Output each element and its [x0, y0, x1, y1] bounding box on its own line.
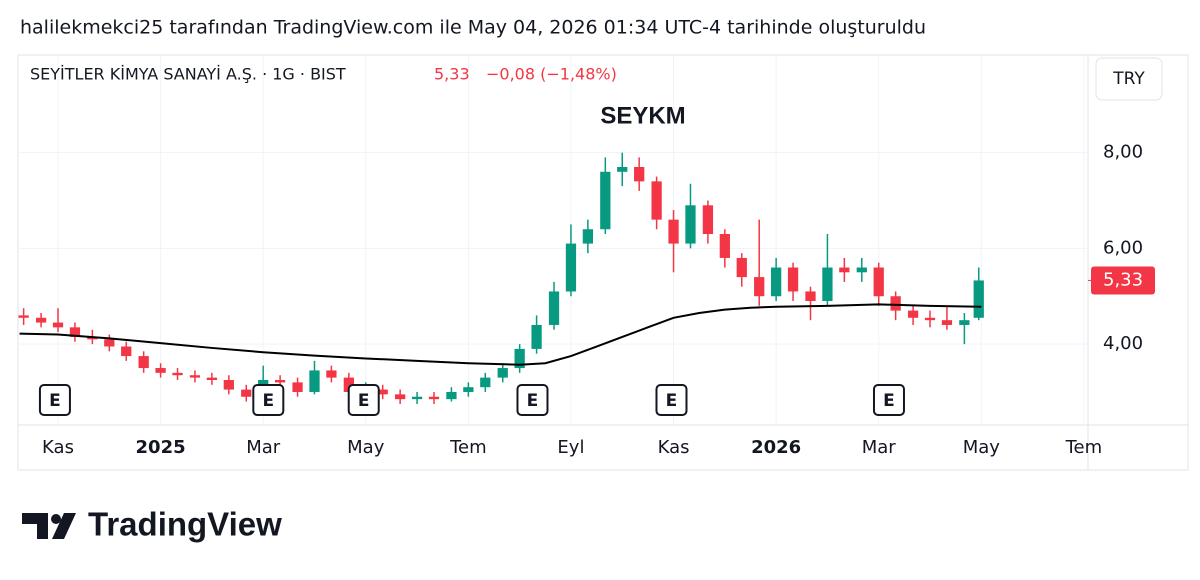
- event-marker: [38, 384, 71, 416]
- symbol: SEYİTLER KİMYA SANAYİ A.Ş. · 1G · BIST: [30, 65, 346, 84]
- price-badge: [1091, 266, 1155, 295]
- event-marker: [252, 384, 285, 416]
- candle-body: [771, 267, 782, 297]
- candle-body: [241, 389, 252, 397]
- candle-body: [121, 346, 132, 357]
- candle-body: [497, 368, 508, 378]
- x-tick-label: May: [963, 437, 1001, 458]
- change: −0,08 (−1,48%): [486, 65, 617, 84]
- candle-body: [856, 267, 867, 273]
- candle-body: [754, 277, 765, 297]
- candle-body: [582, 229, 594, 244]
- x-tick-label: 2025: [136, 437, 186, 458]
- candle-body: [223, 380, 234, 390]
- candle-body: [634, 167, 645, 182]
- candle-body: [189, 375, 201, 378]
- candle-body: [736, 257, 747, 278]
- y-tick-label: 8,00: [1103, 142, 1143, 163]
- candle-body: [702, 205, 714, 235]
- x-tick-label: May: [347, 437, 385, 458]
- candle-body: [719, 234, 730, 258]
- candle-body: [69, 327, 81, 337]
- event-label: E: [263, 391, 275, 411]
- candle-body: [924, 317, 936, 321]
- candle-body: [668, 219, 679, 244]
- candle-body: [428, 396, 440, 400]
- candle-body: [274, 380, 286, 383]
- event-label: E: [49, 391, 61, 411]
- event-marker: [655, 384, 688, 416]
- candle-body: [395, 394, 406, 400]
- candle-body: [138, 356, 149, 369]
- candle-body: [822, 267, 833, 302]
- candle-body: [104, 339, 115, 347]
- logo: [22, 513, 76, 539]
- candle-body: [805, 291, 816, 302]
- frame: [17, 54, 1189, 471]
- candle-body: [343, 377, 354, 392]
- event-label: E: [883, 391, 895, 411]
- candle-body: [531, 324, 542, 349]
- candle-body: [52, 322, 64, 328]
- x-tick-label: Kas: [658, 437, 690, 458]
- candle-body: [873, 267, 884, 297]
- event-label: E: [527, 391, 539, 411]
- candle-body: [514, 348, 525, 369]
- candle-body: [446, 391, 457, 400]
- y-tick-label: 4,00: [1103, 333, 1143, 354]
- candle-body: [959, 320, 970, 325]
- candle-body: [651, 181, 662, 220]
- candle-body: [685, 205, 696, 244]
- candle-body: [155, 368, 166, 373]
- event-label: E: [358, 391, 370, 411]
- candle-body: [18, 315, 29, 318]
- candle-body: [292, 382, 303, 392]
- moving-average: [19, 303, 982, 366]
- currency-button[interactable]: [1095, 57, 1163, 101]
- candle-body: [463, 387, 474, 392]
- brand: TradingView: [88, 506, 282, 543]
- candle-body: [839, 267, 850, 273]
- chart-title: SEYKM: [600, 102, 685, 129]
- price-badge-label: 5,33: [1103, 269, 1143, 290]
- x-tick-label: Mar: [862, 437, 897, 458]
- candle-body: [172, 372, 183, 376]
- x-tick-label: Mar: [246, 437, 281, 458]
- candle-body: [565, 243, 577, 292]
- event-label: E: [666, 391, 678, 411]
- candle-body: [35, 317, 47, 323]
- candle-body: [309, 370, 320, 392]
- event-marker: [516, 384, 549, 416]
- candle-body: [787, 267, 799, 292]
- x-tick-label: Eyl: [557, 437, 584, 458]
- candle-body: [206, 377, 218, 381]
- y-tick-label: 6,00: [1103, 237, 1143, 258]
- candle-body: [480, 377, 491, 388]
- x-tick-label: Tem: [1065, 437, 1103, 458]
- x-tick-label: Tem: [449, 437, 487, 458]
- event-marker: [872, 384, 905, 416]
- x-tick-label: 2026: [751, 437, 801, 458]
- candle-body: [600, 171, 611, 230]
- grid: [18, 55, 1088, 425]
- candle-body: [907, 310, 919, 318]
- candle-body: [941, 320, 953, 325]
- candle-body: [326, 370, 337, 378]
- candle-body: [87, 336, 98, 340]
- candle-body: [973, 280, 984, 318]
- x-tick-label: Kas: [42, 437, 74, 458]
- currency[interactable]: TRY: [1112, 69, 1145, 89]
- event-marker: [347, 384, 380, 416]
- last-price: 5,33: [434, 65, 470, 84]
- plot: [18, 152, 984, 404]
- candle-body: [548, 291, 560, 325]
- candle-body: [411, 396, 423, 400]
- caption: halilekmekci25 tarafından TradingView.co…: [20, 17, 926, 39]
- candle-body: [617, 167, 628, 172]
- candle-body: [890, 296, 901, 311]
- candle-body: [377, 389, 388, 395]
